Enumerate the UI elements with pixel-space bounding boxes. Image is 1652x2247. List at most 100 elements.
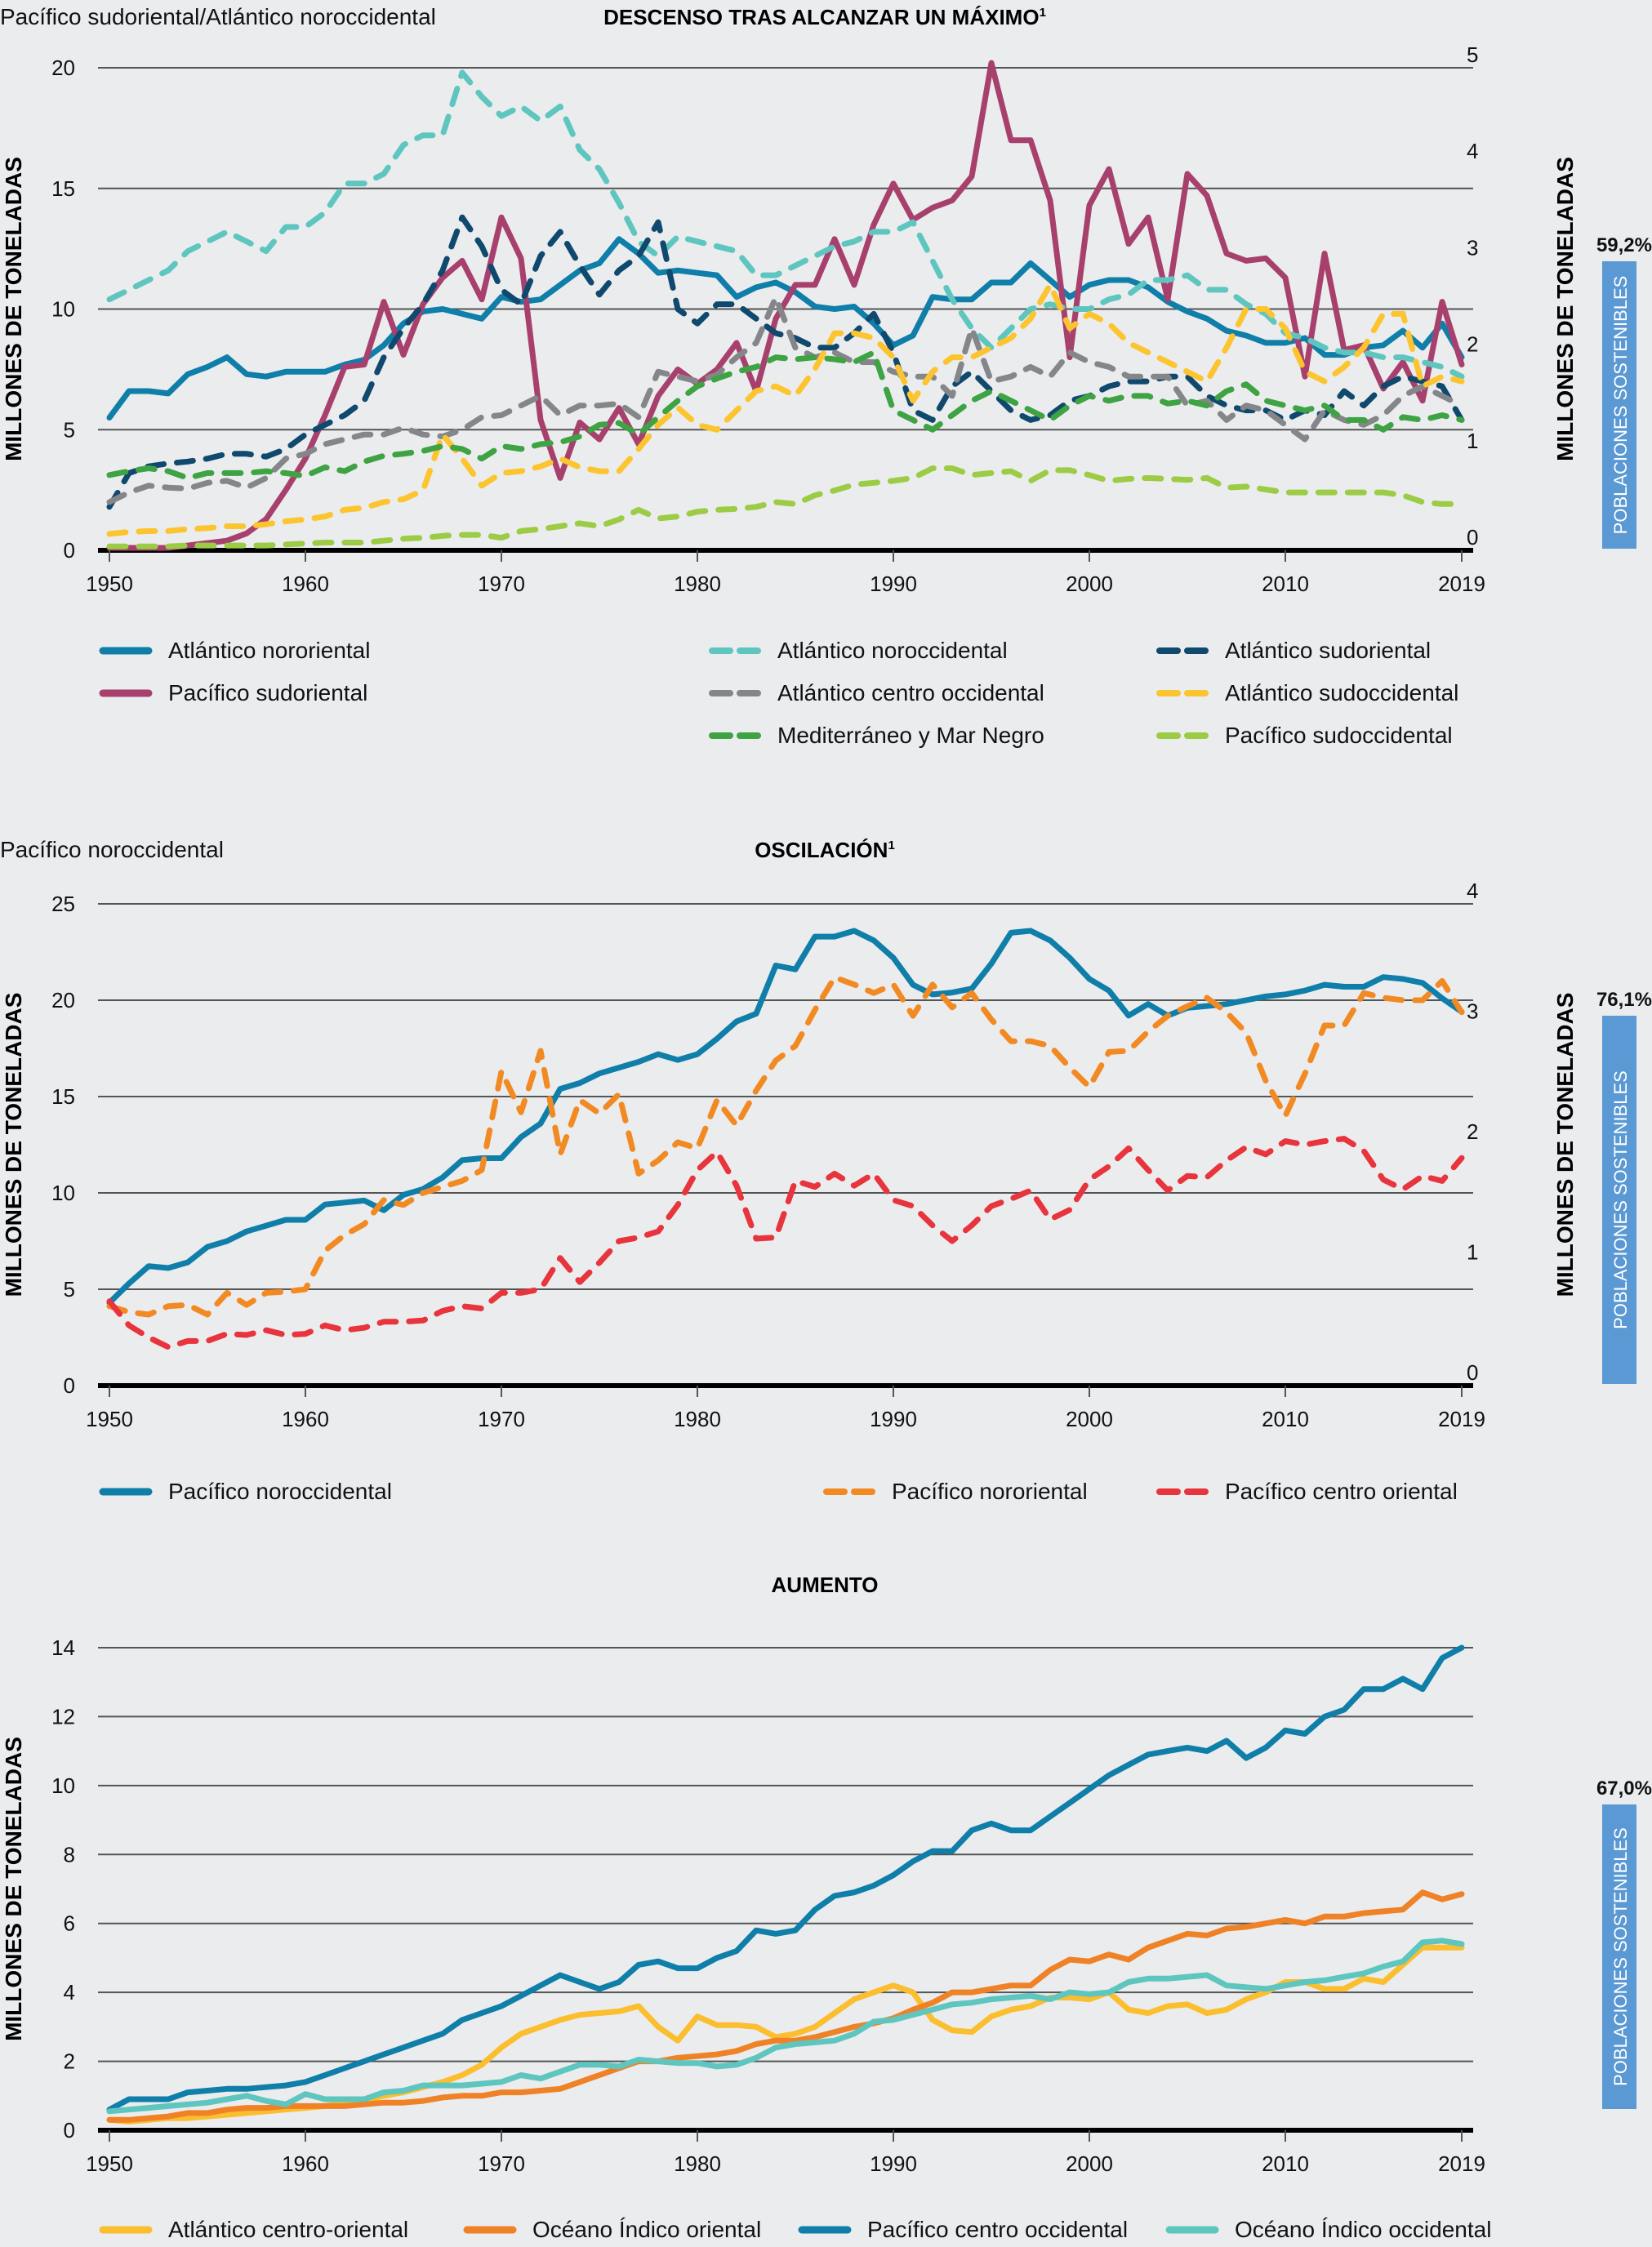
- left-axis-series-label: Pacífico noroccidental: [0, 837, 224, 862]
- x-tick-label: 1990: [870, 572, 917, 596]
- y-tick-left: 0: [64, 538, 75, 563]
- y-tick-left: 6: [64, 1911, 75, 1936]
- y-tick-right: 3: [1467, 999, 1478, 1024]
- legend-item: Pacífico sudoriental: [99, 680, 367, 705]
- x-tick-label: 2010: [1262, 1407, 1309, 1431]
- x-tick-label: 1990: [870, 2151, 917, 2176]
- legend-label: Atlántico sudoriental: [1225, 638, 1431, 663]
- sustainable-badge-label: POBLACIONES SOSTENIBLES: [1610, 1070, 1631, 1329]
- x-tick-label: 1950: [86, 1407, 133, 1431]
- y-tick-left: 10: [51, 297, 75, 322]
- legend-item: Atlántico sudoriental: [1156, 638, 1431, 663]
- y-tick-left: 10: [51, 1773, 75, 1798]
- y-tick-right: 4: [1467, 879, 1478, 903]
- chart-panel-1: DESCENSO TRAS ALCANZAR UN MÁXIMO1 Pacífic…: [0, 4, 1652, 748]
- y-tick-left: 20: [51, 56, 75, 80]
- x-tick-label: 2000: [1066, 2151, 1113, 2176]
- y-tick-right: 3: [1467, 235, 1478, 260]
- x-tick-label: 2000: [1066, 572, 1113, 596]
- legend-label: Pacífico sudoriental: [168, 680, 367, 705]
- x-tick-label: 2019: [1438, 1407, 1485, 1431]
- chart-title: DESCENSO TRAS ALCANZAR UN MÁXIMO1: [603, 5, 1046, 29]
- y-tick-left: 14: [51, 1635, 75, 1660]
- y-tick-left: 8: [64, 1842, 75, 1867]
- y-axis-label-left: MILLONES DE TONELADAS: [1, 993, 26, 1297]
- y-tick-right: 2: [1467, 332, 1478, 357]
- x-tick-label: 1970: [478, 2151, 525, 2176]
- x-tick-label: 2019: [1438, 572, 1485, 596]
- legend-label: Océano Índico oriental: [532, 2217, 761, 2242]
- series-line-pac-fico-centro-oriental: [106, 1136, 1465, 1350]
- y-tick-right: 4: [1467, 139, 1478, 163]
- legend-item: Pacífico nororiental: [823, 1479, 1088, 1504]
- x-tick-label: 1960: [282, 2151, 329, 2176]
- legend-item: Océano Índico oriental: [463, 2217, 761, 2242]
- legend-item: Atlántico centro-oriental: [99, 2217, 408, 2242]
- chart-panel-3: AUMENTO 0 2 4 6 8 10 12 14 1950 1960 1970 1980 1990 20…: [1, 1573, 1652, 2242]
- series-line-atl-ntico-sudoriental: [106, 214, 1465, 510]
- legend-item: Océano Índico occidental: [1165, 2217, 1491, 2242]
- x-tick-label: 1950: [86, 572, 133, 596]
- y-axis-label-left: MILLONES DE TONELADAS: [1, 1737, 26, 2041]
- series-line-oc-ano-ndico-oriental: [106, 1889, 1465, 2123]
- x-tick-label: 1980: [674, 1407, 721, 1431]
- sustainable-badge: [1602, 261, 1636, 549]
- y-tick-left: 0: [64, 1373, 75, 1398]
- legend-label: Pacífico sudoccidental: [1225, 723, 1453, 748]
- x-tick-label: 1990: [870, 1407, 917, 1431]
- y-tick-right: 1: [1467, 1240, 1478, 1265]
- legend-label: Pacífico centro occidental: [867, 2217, 1128, 2242]
- sustainable-badge: [1602, 1016, 1636, 1384]
- legend-label: Atlántico nororiental: [168, 638, 370, 663]
- legend-item: Pacífico centro oriental: [1156, 1479, 1458, 1504]
- x-tick-label: 1950: [86, 2151, 133, 2176]
- y-axis-label-right: MILLONES DE TONELADAS: [1552, 993, 1578, 1297]
- y-tick-left: 15: [51, 1084, 75, 1109]
- y-tick-right: 1: [1467, 429, 1478, 453]
- series-line-pac-fico-centro-occidental: [106, 1644, 1465, 2113]
- series-line-atl-ntico-sudoccidental: [106, 282, 1465, 537]
- series-line-oc-ano-ndico-occidental: [106, 1938, 1465, 2115]
- legend-item: Atlántico noroccidental: [709, 638, 1008, 663]
- left-axis-series-label: Pacífico sudoriental/Atlántico noroccide…: [0, 4, 436, 29]
- title-superscript: 1: [888, 839, 894, 852]
- y-tick-left: 0: [64, 2118, 75, 2142]
- legend-item: Atlántico centro occidental: [709, 680, 1044, 705]
- series-line-atl-ntico-centro-occidental: [106, 294, 1465, 505]
- y-axis-label-right: MILLONES DE TONELADAS: [1552, 157, 1578, 461]
- legend-label: Pacífico nororiental: [892, 1479, 1088, 1504]
- legend-item: Pacífico noroccidental: [99, 1479, 392, 1504]
- x-tick-label: 1980: [674, 572, 721, 596]
- y-tick-left: 5: [64, 417, 75, 442]
- chart-title: AUMENTO: [772, 1573, 879, 1597]
- x-tick-label: 1980: [674, 2151, 721, 2176]
- legend-item: Mediterráneo y Mar Negro: [709, 723, 1044, 748]
- series-line-atl-ntico-noroccidental: [106, 69, 1465, 380]
- series-line-pac-fico-sudoriental: [106, 60, 1465, 551]
- series-line-atl-ntico-nororiental: [106, 236, 1465, 420]
- sustainable-percentage: 76,1%: [1596, 989, 1652, 1011]
- x-tick-label: 1970: [478, 1407, 525, 1431]
- legend-item: Atlántico sudoccidental: [1156, 680, 1458, 705]
- y-tick-left: 25: [51, 892, 75, 916]
- x-tick-label: 1960: [282, 572, 329, 596]
- legend-item: Pacífico sudoccidental: [1156, 723, 1453, 748]
- y-tick-left: 15: [51, 176, 75, 201]
- y-tick-right: 0: [1467, 525, 1478, 550]
- y-axis-label-left: MILLONES DE TONELADAS: [1, 157, 26, 461]
- x-tick-label: 1970: [478, 572, 525, 596]
- y-tick-right: 2: [1467, 1119, 1478, 1144]
- sustainable-badge-label: POBLACIONES SOSTENIBLES: [1610, 276, 1631, 535]
- x-tick-label: 2010: [1262, 2151, 1309, 2176]
- x-tick-label: 2000: [1066, 1407, 1113, 1431]
- series-line-pac-fico-sudoccidental: [106, 465, 1465, 550]
- x-tick-label: 2010: [1262, 572, 1309, 596]
- y-tick-right: 0: [1467, 1360, 1478, 1385]
- series-line-mediterr-neo-y-mar-negro: [106, 349, 1465, 481]
- x-tick-label: 2019: [1438, 2151, 1485, 2176]
- y-tick-left: 4: [64, 1980, 75, 2005]
- legend-label: Atlántico sudoccidental: [1225, 680, 1458, 705]
- sustainable-percentage: 59,2%: [1596, 234, 1652, 256]
